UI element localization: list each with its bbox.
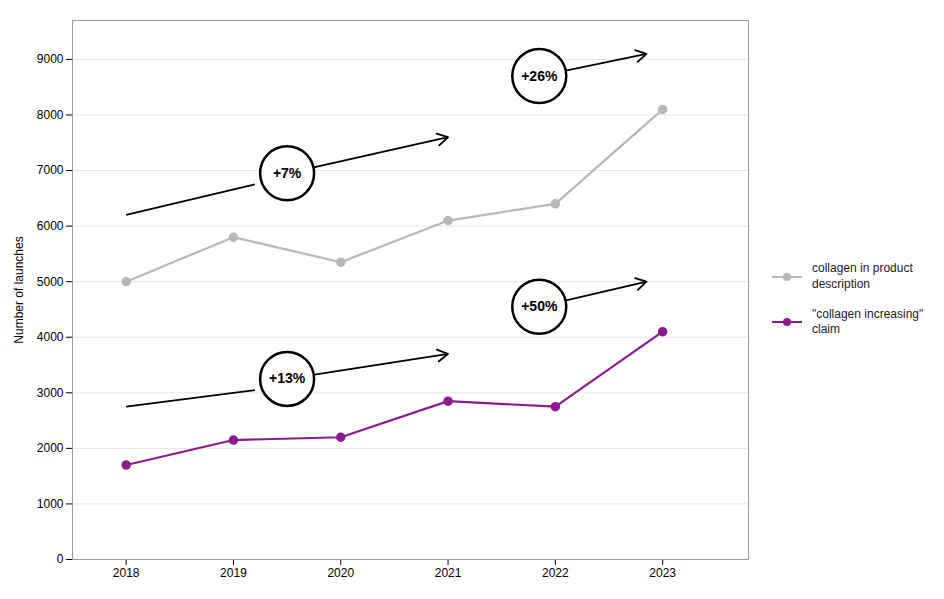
html-text:collagen in product descriptio: collagen in product description: [812, 261, 913, 291]
svg-text:+13%: +13%: [269, 370, 306, 386]
svg-text:2020: 2020: [327, 566, 354, 580]
svg-text:6000: 6000: [37, 219, 64, 233]
svg-text:+7%: +7%: [273, 165, 302, 181]
html-text:"collagen increasing" claim: "collagen increasing" claim: [812, 306, 924, 337]
svg-text:Number of launches: Number of launches: [12, 236, 26, 343]
svg-text:2019: 2019: [220, 566, 247, 580]
svg-text:0: 0: [57, 552, 64, 566]
svg-text:1000: 1000: [37, 497, 64, 511]
svg-text:8000: 8000: [37, 108, 64, 122]
svg-text:+50%: +50%: [521, 298, 558, 314]
svg-text:4000: 4000: [37, 330, 64, 344]
svg-text:5000: 5000: [37, 275, 64, 289]
svg-text:2021: 2021: [435, 566, 462, 580]
svg-text:2022: 2022: [542, 566, 569, 580]
svg-text:2018: 2018: [113, 566, 140, 580]
svg-text:3000: 3000: [37, 386, 64, 400]
svg-text:9000: 9000: [37, 52, 64, 66]
svg-text:7000: 7000: [37, 163, 64, 177]
svg-text:2000: 2000: [37, 441, 64, 455]
svg-text:2023: 2023: [649, 566, 676, 580]
svg-text:+26%: +26%: [521, 68, 558, 84]
